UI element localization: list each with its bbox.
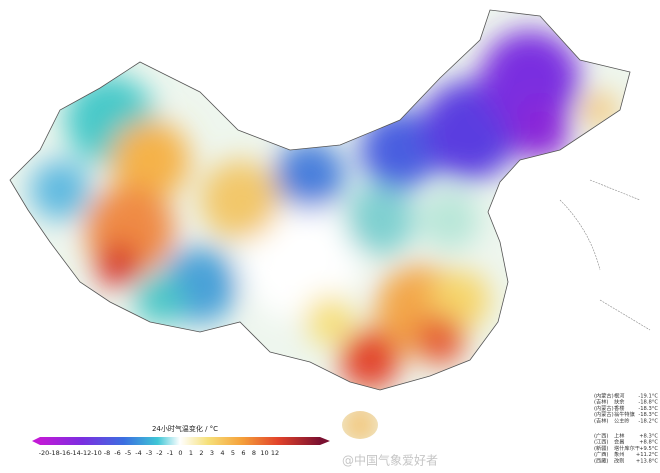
colorbar-tick-label: 4 <box>220 449 224 457</box>
station-value: +9.5°C <box>639 446 658 452</box>
border <box>9 9 631 391</box>
colorbar-tick-label: -2 <box>156 449 162 457</box>
colorbar-tick-label: -20 <box>39 449 50 457</box>
station-name: 香楼 <box>614 404 624 412</box>
station-value: +8.8°C <box>639 440 658 446</box>
station-region: (内蒙古) <box>594 404 614 412</box>
colorbar-tick-label: -8 <box>104 449 110 457</box>
colorbar-tick-label: -4 <box>135 449 141 457</box>
watermark: @中国气象爱好者 <box>342 453 438 468</box>
colorbar-tick-label: -12 <box>81 449 92 457</box>
station-region: (西藏) <box>594 456 608 464</box>
colorbar-tick-label: 0 <box>178 449 182 457</box>
station-region: (吉林) <box>594 398 608 406</box>
station-name: 塔什库尔干 <box>614 444 640 452</box>
colorbar-tick-label: 6 <box>241 449 245 457</box>
station-name: 会昌 <box>614 438 624 446</box>
colorbar-tick-label: 10 <box>260 449 268 457</box>
colorbar-tick-label: -3 <box>146 449 152 457</box>
station-name: 改则 <box>614 456 624 464</box>
colorbar-tick-label: -6 <box>114 449 120 457</box>
station-name: 公主岭 <box>614 416 630 424</box>
station-value: +11.2°C <box>636 452 658 458</box>
colorbar-tick-label: -14 <box>70 449 81 457</box>
colorbar-tick-label: 3 <box>210 449 214 457</box>
station-value: -18.8°C <box>638 400 658 406</box>
station-region: (内蒙古) <box>594 410 614 418</box>
colorbar-tick-label: -5 <box>125 449 131 457</box>
colorbar-tick-label: 12 <box>271 449 279 457</box>
legend-title: 24小时气温变化 / °C <box>152 424 218 433</box>
station-region: (新疆) <box>594 444 608 452</box>
colorbar-tick-label: -1 <box>167 449 173 457</box>
station-value: +13.8°C <box>636 458 658 464</box>
colorbar-min <box>32 437 40 445</box>
colorbar-tick-label: 1 <box>189 449 193 457</box>
station-region: (内蒙古) <box>594 392 614 400</box>
station-name: 根河 <box>614 392 624 400</box>
station-value: -18.2°C <box>638 418 658 424</box>
colorbar-tick-label: -18 <box>49 449 60 457</box>
colorbar-tick-label: -16 <box>60 449 71 457</box>
station-region: (江西) <box>594 439 608 446</box>
station-name: 上林 <box>614 432 625 440</box>
colorbar-tick-label: 2 <box>199 449 203 457</box>
station-value: -19.1°C <box>638 394 658 400</box>
station-region: (吉林) <box>594 416 608 424</box>
colorbar-tick-label: 8 <box>252 449 256 457</box>
station-value: -18.3°C <box>638 412 658 418</box>
station-region: (广西) <box>594 450 608 458</box>
station-region: (广西) <box>594 432 608 440</box>
neighbor-coast <box>559 179 651 331</box>
station-name: 扶余 <box>614 398 625 406</box>
station-value: +8.3°C <box>639 434 658 440</box>
colorbar-max <box>320 437 330 445</box>
colorbar-tick-label: 5 <box>231 449 235 457</box>
station-name: 象州 <box>614 450 624 458</box>
station-name: 翁牛特旗 <box>614 410 635 418</box>
colorbar <box>40 437 320 445</box>
colorbar-tick-label: -10 <box>91 449 102 457</box>
station-value: -18.3°C <box>638 406 658 412</box>
